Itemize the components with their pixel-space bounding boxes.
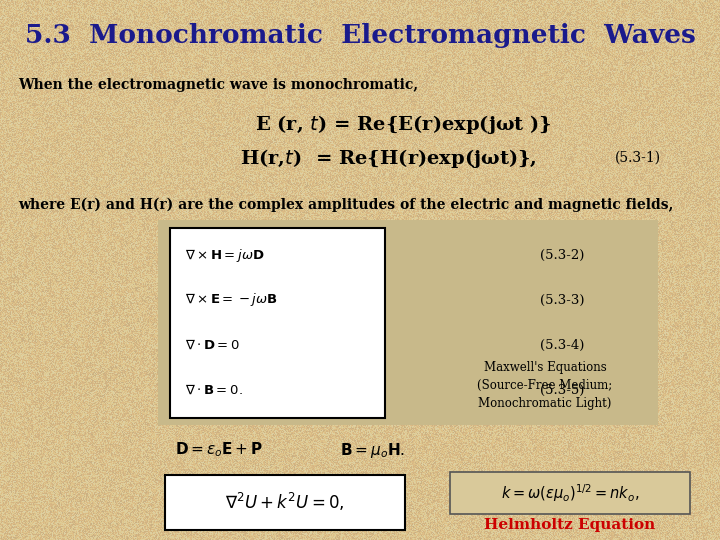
Bar	[158, 220, 658, 425]
Text: $\mathbf{D} = \epsilon_o\mathbf{E} + \mathbf{P}$: $\mathbf{D} = \epsilon_o\mathbf{E} + \ma…	[175, 441, 264, 460]
Text: $\nabla \times \mathbf{E} = -j\omega\mathbf{B}$: $\nabla \times \mathbf{E} = -j\omega\mat…	[185, 292, 278, 308]
Bar	[165, 475, 405, 530]
Text: (5.3-5): (5.3-5)	[540, 383, 585, 396]
Text: (5.3-3): (5.3-3)	[540, 294, 585, 307]
Text: $\nabla \cdot \mathbf{D} = 0$: $\nabla \cdot \mathbf{D} = 0$	[185, 338, 240, 352]
Text: where E(r) and H(r) are the complex amplitudes of the electric and magnetic fiel: where E(r) and H(r) are the complex ampl…	[18, 198, 673, 212]
Text: $k = \omega(\epsilon\mu_o)^{1/2} = nk_o,$: $k = \omega(\epsilon\mu_o)^{1/2} = nk_o,…	[501, 482, 639, 504]
Text: (5.3-4): (5.3-4)	[540, 339, 585, 352]
Text: H(r,$t$)  = Re{H(r)exp(jωt)},: H(r,$t$) = Re{H(r)exp(jωt)},	[240, 146, 536, 170]
Text: (5.3-2): (5.3-2)	[540, 248, 585, 261]
Text: $\nabla^2 U + k^2 U = 0,$: $\nabla^2 U + k^2 U = 0,$	[225, 491, 345, 513]
Text: When the electromagnetic wave is monochromatic,: When the electromagnetic wave is monochr…	[18, 78, 418, 92]
Text: $\mathbf{B} = \mu_o\mathbf{H}.$: $\mathbf{B} = \mu_o\mathbf{H}.$	[340, 441, 405, 460]
Text: (5.3-1): (5.3-1)	[615, 151, 661, 165]
Text: Maxwell's Equations
(Source-Free Medium;
Monochromatic Light): Maxwell's Equations (Source-Free Medium;…	[477, 361, 613, 409]
Text: Helmholtz Equation: Helmholtz Equation	[485, 518, 656, 532]
Text: 5.3  Monochromatic  Electromagnetic  Waves: 5.3 Monochromatic Electromagnetic Waves	[24, 23, 696, 48]
Text: E (r, $t$) = Re{E(r)exp(jωt )}: E (r, $t$) = Re{E(r)exp(jωt )}	[255, 113, 552, 137]
Text: $\nabla \cdot \mathbf{B} = 0.$: $\nabla \cdot \mathbf{B} = 0.$	[185, 383, 243, 397]
Bar	[170, 228, 385, 418]
Text: $\nabla \times \mathbf{H} = j\omega\mathbf{D}$: $\nabla \times \mathbf{H} = j\omega\math…	[185, 246, 265, 264]
Bar	[450, 472, 690, 514]
